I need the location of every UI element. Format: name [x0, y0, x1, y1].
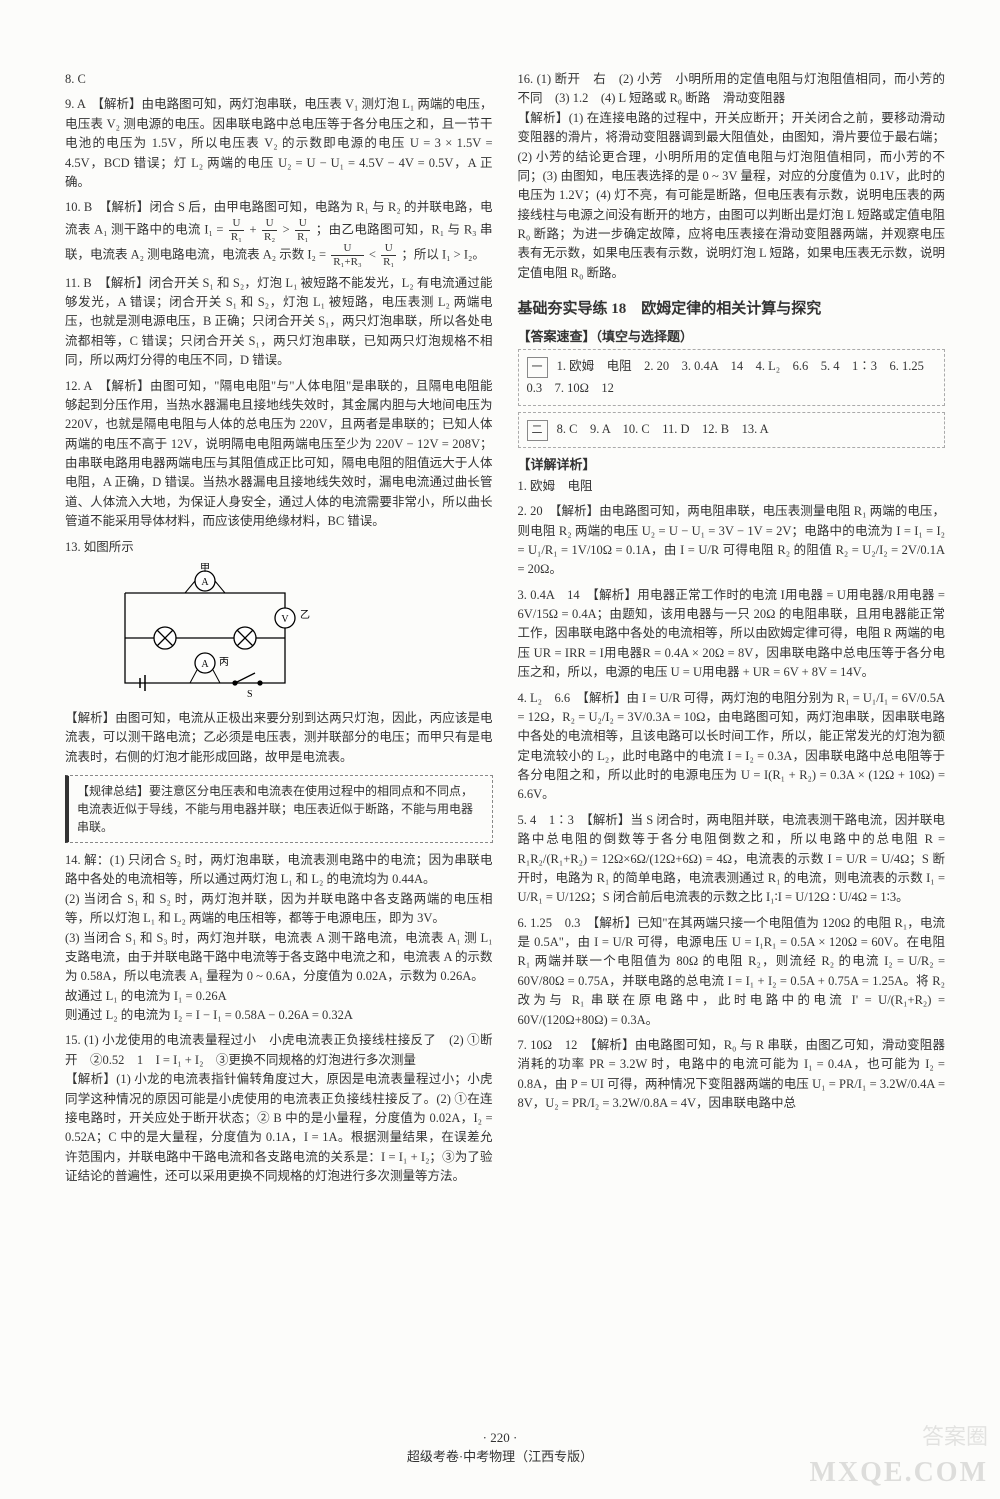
a5: 5. 4 1∶3 【解析】当 S 闭合时，两电阻并联，电流表测干路电流，因并联电…	[518, 811, 946, 908]
a3: 3. 0.4A 14 【解析】用电器正常工作时的电流 I用电器 = U用电器/R…	[518, 586, 946, 683]
q10: 10. B 【解析】闭合 S 后，由甲电路图可知，电路为 R₁ 与 R₂ 的并联…	[65, 198, 493, 267]
frac-ur1c: UR₁	[381, 243, 396, 268]
a1: 1. 欧姆 电阻	[518, 477, 946, 496]
svg-text:V: V	[281, 614, 289, 625]
frac-ur1: UR₁	[229, 218, 244, 243]
row-label-1: 一	[527, 357, 548, 378]
rule-summary-box: 【规律总结】要注意区分电压表和电流表在使用过程中的相同点和不同点，电流表近似于导…	[65, 775, 493, 843]
footer-page-num: · 220 ·	[0, 1430, 1000, 1446]
q13-jiexi: 【解析】由图可知，电流从正极出来要分别到达两只灯泡，因此，丙应该是电流表，可以测…	[65, 709, 493, 767]
svg-text:S: S	[247, 689, 253, 700]
frac-ur13: UR₁+R₃	[331, 243, 364, 268]
watermark-url: MXQE.COM	[809, 1457, 988, 1489]
right-column: 16. (1) 断开 右 (2) 小芳 小明所用的定值电阻与灯泡阻值相同，而小芳…	[518, 70, 946, 1410]
page-columns: 8. C 9. A 【解析】由电路图可知，两灯泡串联，电压表 V₁ 测灯泡 L₁…	[65, 70, 945, 1410]
left-column: 8. C 9. A 【解析】由电路图可知，两灯泡串联，电压表 V₁ 测灯泡 L₁…	[65, 70, 493, 1410]
q11: 11. B 【解析】闭合开关 S₁ 和 S₂，灯泡 L₁ 被短路不能发光，L₂ …	[65, 274, 493, 371]
answer-box-1: 一 1. 欧姆 电阻 2. 20 3. 0.4A 14 4. L₂ 6.6 5.…	[518, 349, 946, 406]
q10-end: ；所以 I₁ > I₂。	[401, 247, 484, 261]
answer-check-label: 【答案速查】（填空与选择题）	[518, 326, 946, 345]
answer-row2: 8. C 9. A 10. C 11. D 12. B 13. A	[557, 422, 769, 436]
q13-title: 13. 如图所示	[65, 538, 493, 557]
q12: 12. A 【解析】由图可知，"隔电电阻"与"人体电阻"是串联的，且隔电电阻能够…	[65, 377, 493, 532]
watermark-logo: 答案圈	[922, 1419, 988, 1451]
q15: 15. (1) 小龙使用的电流表量程过小 小虎电流表正负接线柱接反了 (2) ①…	[65, 1031, 493, 1186]
svg-text:乙: 乙	[300, 609, 310, 621]
q14: 14. 解：(1) 只闭合 S₂ 时，两灯泡串联，电流表测电路中的电流；因为串联…	[65, 851, 493, 1025]
a7: 7. 10Ω 12 【解析】由电路图可知，R₀ 与 R 串联，由图乙可知，滑动变…	[518, 1036, 946, 1114]
svg-text:甲: 甲	[200, 563, 210, 574]
svg-text:丙: 丙	[219, 657, 229, 668]
section-title: 基础夯实导练 18 欧姆定律的相关计算与探究	[518, 297, 946, 318]
circuit-diagram: A 甲 V 乙 A 丙	[95, 563, 315, 703]
q16: 16. (1) 断开 右 (2) 小芳 小明所用的定值电阻与灯泡阻值相同，而小芳…	[518, 70, 946, 283]
a6: 6. 1.25 0.3 【解析】已知"在其两端只接一个电阻值为 120Ω 的电阻…	[518, 914, 946, 1030]
q9: 9. A 【解析】由电路图可知，两灯泡串联，电压表 V₁ 测灯泡 L₁ 两端的电…	[65, 95, 493, 192]
svg-text:A: A	[201, 659, 209, 670]
a4: 4. L₂ 6.6 【解析】由 I = U/R 可得，两灯泡的电阻分别为 R₁ …	[518, 689, 946, 805]
answer-row1: 1. 欧姆 电阻 2. 20 3. 0.4A 14 4. L₂ 6.6 5. 4…	[527, 359, 937, 395]
answer-box-2: 二 8. C 9. A 10. C 11. D 12. B 13. A	[518, 412, 946, 448]
svg-text:A: A	[201, 577, 209, 588]
a2: 2. 20 【解析】由电路图可知，两电阻串联，电压表测量电阻 R₁ 两端的电压，…	[518, 502, 946, 580]
frac-ur1b: UR₁	[295, 218, 310, 243]
frac-ur2: UR₂	[262, 218, 277, 243]
q8: 8. C	[65, 70, 493, 89]
detailed-analysis-label: 【详解详析】	[518, 454, 946, 473]
row-label-2: 二	[527, 420, 548, 441]
